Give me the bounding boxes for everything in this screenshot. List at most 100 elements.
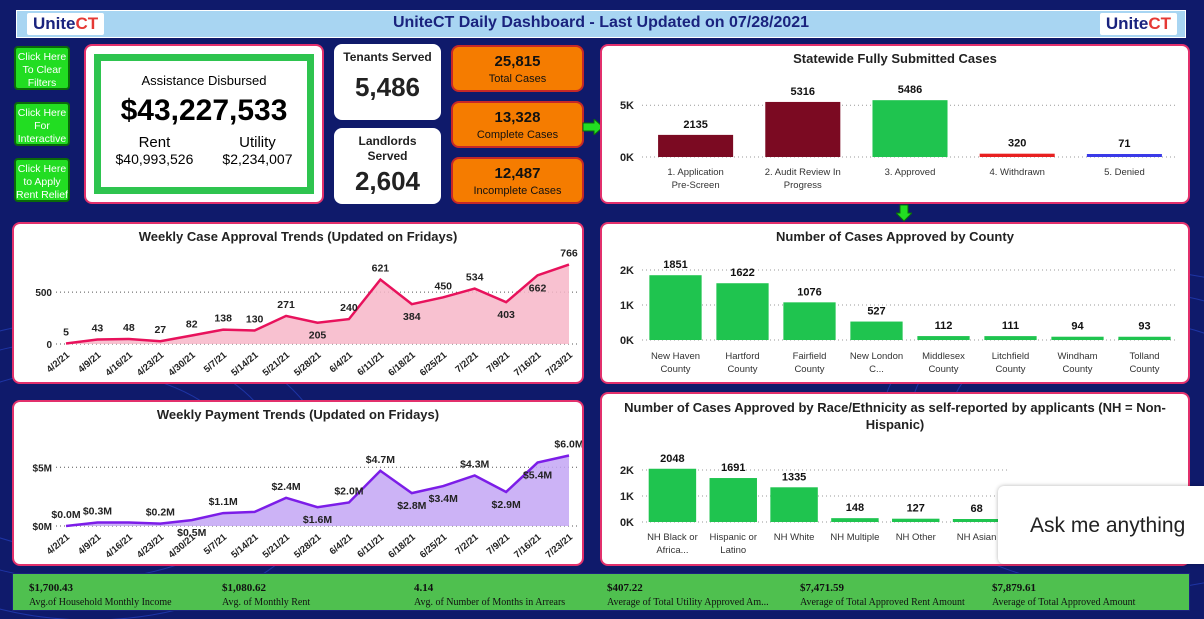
x-tick-label: 7/16/21 — [512, 349, 544, 378]
rent-group: Rent $40,993,526 — [116, 134, 194, 167]
x-tick-label: 4/23/21 — [135, 531, 167, 560]
bar — [709, 478, 757, 522]
bar — [765, 101, 841, 157]
data-label: 205 — [309, 330, 327, 342]
x-tick-label: 6/4/21 — [328, 531, 356, 557]
tenants-card: Tenants Served 5,486 — [334, 44, 441, 120]
logo-right-text: Unite — [1105, 14, 1149, 33]
bar — [716, 283, 769, 340]
data-label: 240 — [340, 302, 358, 314]
y-tick-label: $0M — [33, 522, 52, 533]
data-label: 1851 — [663, 259, 687, 271]
category-label: Fairfield — [793, 351, 827, 362]
category-label: New London — [850, 351, 903, 362]
footer-stat: $7,471.59 Average of Total Approved Rent … — [800, 582, 965, 608]
bar — [1118, 336, 1171, 340]
bar — [783, 302, 836, 340]
assistance-title: Assistance Disbursed — [141, 73, 267, 88]
x-tick-label: 4/9/21 — [76, 531, 104, 557]
footer-stats-bar: $1,700.43 Avg.of Household Monthly Income… — [12, 573, 1190, 611]
bar — [831, 518, 879, 522]
category-label: 2. Audit Review In — [765, 167, 841, 178]
data-label: 2135 — [683, 119, 707, 131]
ask-me-anything-chatbot[interactable]: Ask me anything — [998, 486, 1204, 564]
case-trend-title: Weekly Case Approval Trends (Updated on … — [138, 229, 458, 244]
x-tick-label: 5/21/21 — [261, 531, 293, 560]
data-label: 1622 — [730, 267, 754, 279]
apply-rent-relief-button[interactable]: Click Here to Apply Rent Relief — [14, 158, 70, 202]
payment-trend-title: Weekly Payment Trends (Updated on Friday… — [156, 407, 440, 422]
category-label: Windham — [1057, 351, 1097, 362]
category-label: County — [727, 364, 757, 375]
data-label: 5486 — [898, 84, 922, 96]
data-label: 5 — [63, 326, 69, 338]
x-tick-label: 6/25/21 — [418, 531, 450, 560]
data-label: 534 — [466, 272, 484, 284]
landlords-card: Landlords Served 2,604 — [334, 128, 441, 204]
y-tick-label: 0K — [620, 335, 634, 347]
x-tick-label: 6/4/21 — [328, 349, 356, 375]
data-label: 68 — [970, 503, 982, 515]
x-tick-label: 7/9/21 — [485, 531, 513, 557]
bar — [1051, 336, 1104, 340]
footer-stat-value: 4.14 — [414, 582, 434, 594]
data-label: $2.9M — [492, 499, 521, 511]
footer-stat-value: $407.22 — [607, 582, 643, 594]
data-label: 48 — [123, 322, 135, 334]
footer-stat-label: Avg. of Monthly Rent — [222, 597, 311, 608]
y-tick-label: 2K — [620, 465, 634, 477]
data-label: $0.3M — [83, 505, 112, 517]
unitect-logo-right: UniteCT — [1099, 13, 1177, 35]
category-label: NH White — [774, 532, 815, 543]
data-label: 127 — [907, 503, 925, 515]
data-label: 1691 — [721, 462, 745, 474]
tenants-value: 5,486 — [354, 72, 421, 102]
bar — [658, 134, 734, 157]
race-chart: 0K 1K 2K 2048 NH Black or Africa... 1691 Hispan… — [620, 453, 1007, 556]
y-tick-label: 1K — [620, 491, 634, 503]
category-label: Hispanic or — [709, 532, 757, 543]
category-label: Hartford — [725, 351, 759, 362]
x-tick-label: 4/23/21 — [135, 349, 167, 378]
category-label: Middlesex — [922, 351, 965, 362]
interactive-button[interactable]: Click Here For Interactive — [14, 102, 70, 146]
footer-stat-label: Average of Total Utility Approved Am... — [607, 597, 769, 608]
x-tick-label: 4/16/21 — [103, 531, 135, 560]
assistance-total: $43,227,533 — [120, 94, 288, 127]
data-label: 766 — [560, 248, 578, 260]
area-fill — [66, 455, 569, 526]
data-label: $6.0M — [554, 439, 582, 451]
x-tick-label: 5/7/21 — [202, 349, 230, 375]
x-tick-label: 7/2/21 — [453, 349, 481, 375]
data-label: 43 — [92, 323, 104, 335]
category-label: Progress — [784, 180, 822, 191]
y-tick-label: 0K — [620, 517, 634, 529]
y-tick-label: 5K — [620, 100, 634, 112]
assistance-breakdown: Rent $40,993,526 Utility $2,234,007 — [101, 134, 307, 167]
bar — [648, 468, 697, 522]
data-label: 384 — [403, 311, 421, 323]
footer-stat-value: $1,080.62 — [222, 582, 266, 594]
incomplete-cases-label: Incomplete Cases — [473, 185, 562, 197]
x-tick-label: 5/14/21 — [229, 531, 261, 560]
statewide-chart: 0K 5K 2135 1. Application Pre-Screen 5316 2. A… — [620, 84, 1178, 191]
statewide-panel: Statewide Fully Submitted Cases 0K 5K 2135… — [600, 44, 1190, 204]
category-label: County — [928, 364, 958, 375]
data-label: $3.4M — [429, 493, 458, 505]
statewide-title: Statewide Fully Submitted Cases — [793, 51, 997, 66]
category-label: Litchfield — [992, 351, 1030, 362]
x-tick-label: 7/23/21 — [544, 349, 576, 378]
x-tick-label: 6/25/21 — [418, 349, 450, 378]
data-label: 2048 — [660, 453, 684, 465]
utility-label: Utility — [239, 134, 276, 151]
footer-stat-label: Avg. of Number of Months in Arrears — [414, 597, 566, 608]
rent-label: Rent — [138, 134, 171, 151]
clear-filters-button[interactable]: Click Here To Clear Filters — [14, 46, 70, 90]
x-tick-label: 6/11/21 — [355, 349, 386, 378]
header-bar: UniteCT UniteCT Daily Dashboard - Last U… — [16, 10, 1186, 38]
footer-stat: 4.14 Avg. of Number of Months in Arrears — [414, 582, 565, 608]
unitect-logo-left: UniteCT — [27, 13, 105, 35]
utility-value: $2,234,007 — [222, 151, 293, 167]
footer-stat-label: Average of Total Approved Amount — [992, 597, 1136, 608]
right-arrow-icon — [582, 119, 604, 135]
